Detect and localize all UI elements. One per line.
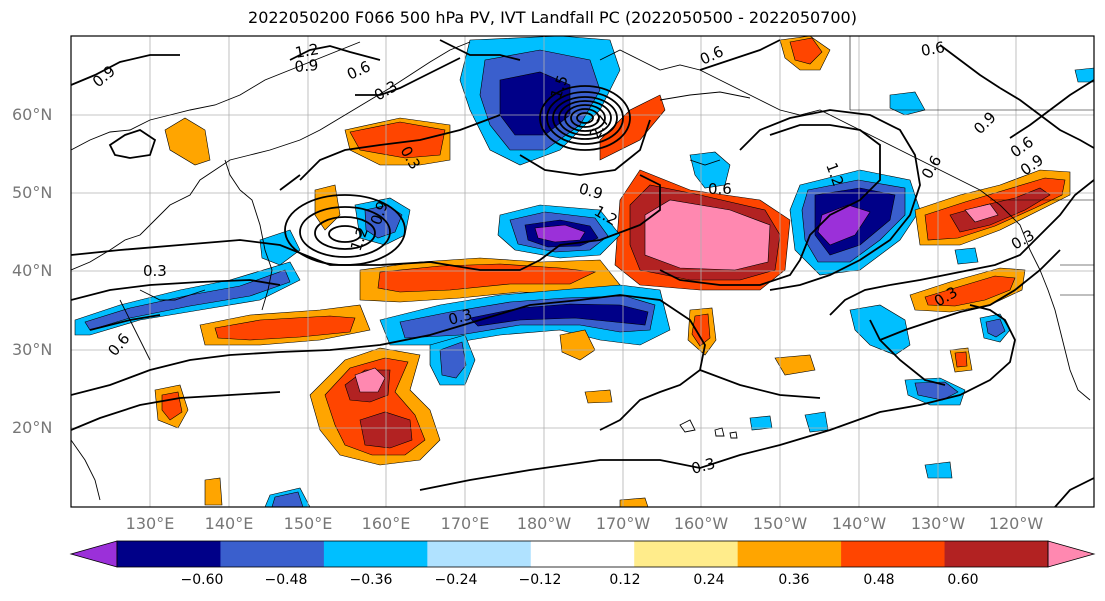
- lon-label: 160°E: [361, 514, 411, 533]
- lon-label: 130°W: [910, 514, 966, 533]
- colorbar-cell: [427, 541, 532, 567]
- coastlines: [71, 41, 1091, 501]
- colorbar-cell: [220, 541, 325, 567]
- borders: [849, 36, 1094, 296]
- map-title: 2022050200 F066 500 hPa PV, IVT Landfall…: [248, 8, 857, 27]
- lat-label: 20°N: [12, 418, 53, 437]
- colorbar-extend-min: [69, 540, 118, 568]
- graticule: [71, 36, 1094, 507]
- lon-label: 180°W: [516, 514, 572, 533]
- contour-label: 0.3: [446, 305, 474, 329]
- map-panel: 1.2 0.9 0.6 0.3 0.9 0.6 0.3 0.3 0.9 1.2 …: [71, 36, 1094, 507]
- lon-label: 170°W: [595, 514, 651, 533]
- contour-label: 0.6: [708, 180, 732, 198]
- colorbar-tick: 0.24: [693, 572, 725, 588]
- lon-label: 150°W: [752, 514, 808, 533]
- colorbar-tick: 0.12: [609, 572, 641, 588]
- colorbar-tick: −0.60: [180, 572, 224, 588]
- lon-label: 160°W: [673, 514, 729, 533]
- contour-label: 0.9: [294, 56, 319, 76]
- contour-label: 0.9: [577, 179, 605, 203]
- lon-label: 140°W: [831, 514, 887, 533]
- colorbar-cell: [530, 541, 635, 567]
- pv-contours: [71, 39, 1094, 507]
- colorbar-tick: −0.48: [264, 572, 308, 588]
- contour-label: 0.6: [920, 38, 947, 60]
- colorbar-extend-max: [1047, 540, 1096, 568]
- lon-label: 170°E: [440, 514, 490, 533]
- colorbar-tick: 0.60: [947, 572, 979, 588]
- colorbar-cell: [117, 541, 221, 567]
- contour-label: 0.3: [143, 262, 167, 280]
- map-frame: [70, 35, 1095, 508]
- lon-label: 140°E: [204, 514, 254, 533]
- colorbar-cell: [841, 541, 946, 567]
- lat-label: 50°N: [12, 183, 53, 202]
- contour-label: 0.3: [689, 454, 717, 478]
- colorbar-cells: [117, 541, 1049, 567]
- colorbar: [69, 540, 1096, 568]
- colorbar-cell: [323, 541, 428, 567]
- colorbar-tick: −0.24: [434, 572, 478, 588]
- colorbar-tick: −0.36: [349, 572, 393, 588]
- lon-label: 130°E: [125, 514, 175, 533]
- lat-label: 60°N: [12, 105, 53, 124]
- colorbar-cell: [737, 541, 842, 567]
- lon-label: 120°W: [988, 514, 1044, 533]
- colorbar-cell: [634, 541, 739, 567]
- contour-label: 1.2: [294, 40, 321, 62]
- colorbar-tick: −0.12: [518, 572, 562, 588]
- lat-label: 30°N: [12, 340, 53, 359]
- colorbar-cell: [944, 541, 1049, 567]
- lat-label: 40°N: [12, 261, 53, 280]
- lon-label: 150°E: [283, 514, 333, 533]
- colorbar-tick: 0.48: [863, 572, 895, 588]
- colorbar-tick: 0.36: [778, 572, 810, 588]
